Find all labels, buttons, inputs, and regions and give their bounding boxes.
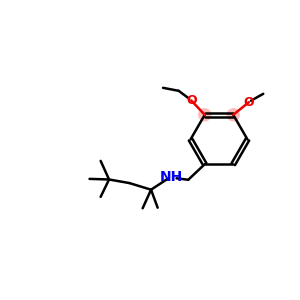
Text: NH: NH xyxy=(160,170,183,184)
Circle shape xyxy=(199,109,211,121)
Circle shape xyxy=(227,109,239,121)
Text: O: O xyxy=(244,96,254,109)
Text: O: O xyxy=(186,94,196,107)
